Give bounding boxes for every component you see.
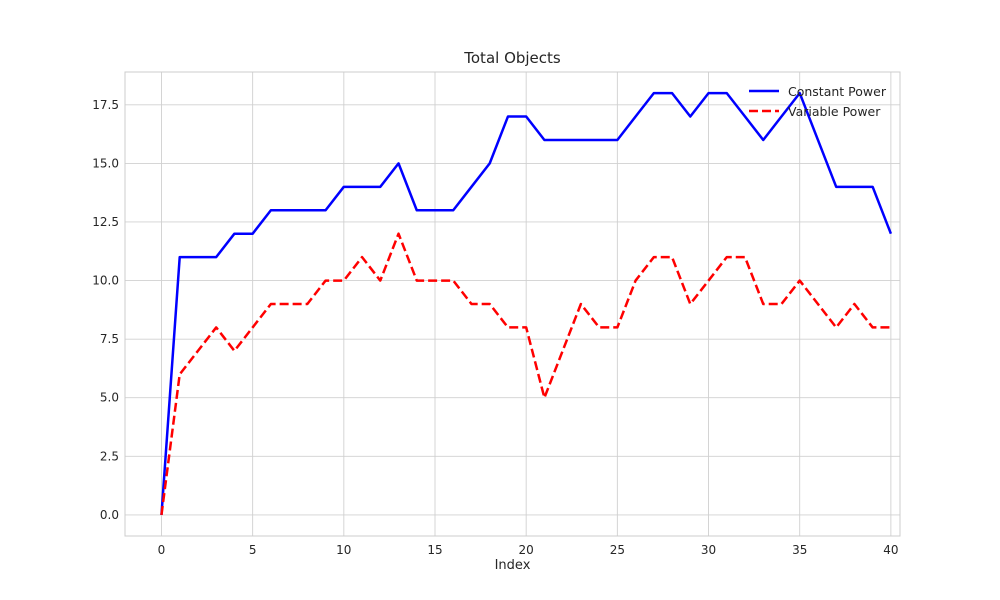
- x-tick-label: 20: [519, 543, 534, 557]
- x-axis-label: Index: [495, 558, 531, 573]
- y-tick-label: 2.5: [100, 449, 119, 463]
- x-tick-label: 5: [249, 543, 257, 557]
- legend-label-variable-power: Variable Power: [788, 104, 881, 119]
- y-tick-labels: 0.0 2.5 5.0 7.5 10.0 12.5 15.0 17.5: [92, 98, 119, 522]
- grid-lines: [125, 72, 900, 536]
- legend: Constant Power Variable Power: [749, 84, 887, 119]
- series-line-variable-power: [160, 232, 891, 516]
- y-tick-label: 10.0: [92, 274, 119, 288]
- x-tick-label: 40: [883, 543, 898, 557]
- legend-label-constant-power: Constant Power: [788, 84, 887, 99]
- y-tick-label: 15.0: [92, 156, 119, 170]
- y-tick-label: 17.5: [92, 98, 119, 112]
- x-tick-label: 15: [427, 543, 442, 557]
- x-tick-label: 25: [610, 543, 625, 557]
- series-line-constant-power: [160, 91, 893, 515]
- x-tick-label: 10: [336, 543, 351, 557]
- y-tick-label: 0.0: [100, 508, 119, 522]
- x-tick-label: 30: [701, 543, 716, 557]
- y-tick-label: 12.5: [92, 215, 119, 229]
- y-tick-label: 5.0: [100, 391, 119, 405]
- plot-frame: [124, 71, 901, 537]
- chart-title: Total Objects: [463, 49, 561, 67]
- x-tick-label: 0: [158, 543, 166, 557]
- series-lines: [160, 91, 893, 516]
- x-tick-label: 35: [792, 543, 807, 557]
- y-tick-label: 7.5: [100, 332, 119, 346]
- x-tick-labels: 0 5 10 15 20 25 30 35 40: [158, 543, 899, 557]
